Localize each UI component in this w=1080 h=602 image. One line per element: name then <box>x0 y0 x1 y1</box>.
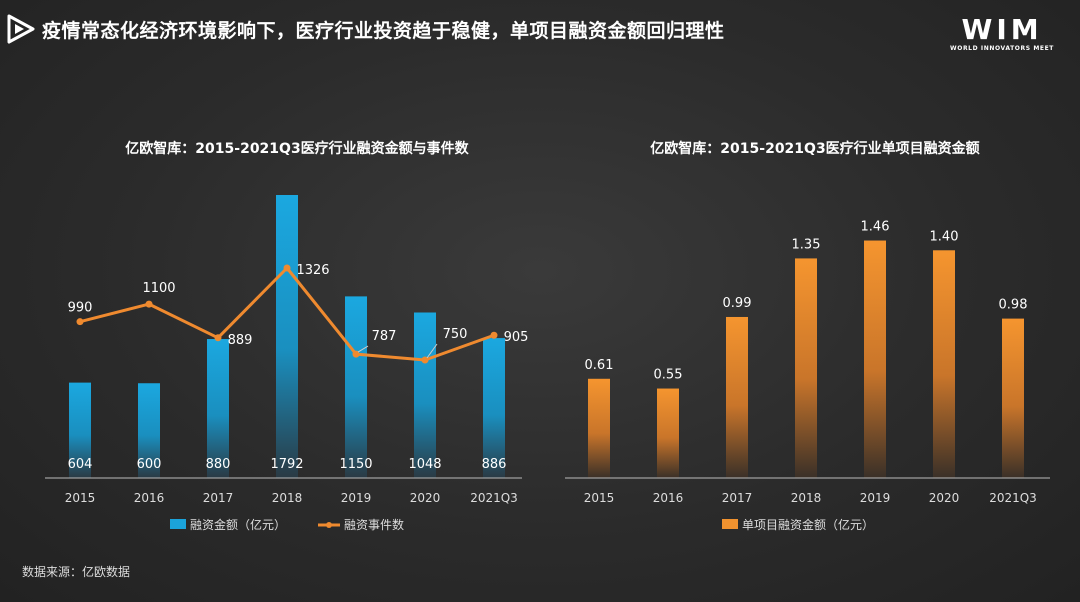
bar-2018 <box>276 195 298 478</box>
events-value-label: 1100 <box>142 281 175 296</box>
events-value-label: 889 <box>228 333 253 348</box>
bar-2021Q3 <box>1002 318 1024 478</box>
bar-value-label: 886 <box>482 457 507 472</box>
events-point <box>421 356 429 364</box>
x-tick-label: 2019 <box>341 491 372 505</box>
events-point <box>490 331 498 339</box>
x-tick-label: 2021Q3 <box>989 491 1037 505</box>
x-tick-label: 2019 <box>860 491 891 505</box>
x-tick-label: 2017 <box>722 491 753 505</box>
x-tick-label: 2018 <box>272 491 303 505</box>
brand-tagline: WORLD INNOVATORS MEET <box>950 45 1054 52</box>
x-tick-label: 2015 <box>584 491 615 505</box>
x-tick-label: 2015 <box>65 491 96 505</box>
bar-value-label: 0.98 <box>999 298 1028 313</box>
bar-value-label: 1.40 <box>930 229 959 244</box>
x-tick-label: 2021Q3 <box>470 491 518 505</box>
bar-2020 <box>933 250 955 478</box>
events-point <box>283 264 291 272</box>
x-tick-label: 2018 <box>791 491 822 505</box>
label-leader-line <box>357 345 369 353</box>
events-value-label: 750 <box>443 327 468 342</box>
bar-value-label: 0.99 <box>723 296 752 311</box>
bar-2016 <box>138 383 160 478</box>
bar-2016 <box>657 388 679 478</box>
bar-2019 <box>864 240 886 478</box>
bar-2017 <box>726 316 748 478</box>
bar-value-label: 1048 <box>408 457 441 472</box>
single-project-amount-chart: 亿欧智库：2015-2021Q3医疗行业单项目融资金额 0.61 0.55 0.99… <box>565 140 1050 532</box>
bar-2015 <box>588 378 610 478</box>
x-tick-label: 2016 <box>134 491 165 505</box>
legend-bar-swatch <box>170 519 186 529</box>
play-logo-icon <box>7 14 35 44</box>
events-point <box>76 318 84 326</box>
legend-bar-label: 单项目融资金额（亿元） <box>742 517 874 532</box>
legend-bar-label: 融资金额（亿元） <box>190 517 286 532</box>
x-tick-label: 2017 <box>203 491 234 505</box>
brand-name: WIM <box>961 13 1043 46</box>
chart-title: 亿欧智库：2015-2021Q3医疗行业单项目融资金额 <box>650 140 979 157</box>
bar-2015 <box>69 382 91 478</box>
bar-value-label: 600 <box>137 457 162 472</box>
page-title: 疫情常态化经济环境影响下，医疗行业投资趋于稳健，单项目融资金额回归理性 <box>42 20 725 42</box>
bar-value-label: 1.35 <box>792 237 821 252</box>
data-source-note: 数据来源：亿欧数据 <box>22 565 131 579</box>
events-value-label: 990 <box>68 301 93 316</box>
x-tick-label: 2020 <box>410 491 441 505</box>
legend-line-label: 融资事件数 <box>344 517 404 532</box>
bar-value-label: 0.61 <box>585 358 614 373</box>
bar-value-label: 1.46 <box>861 220 890 235</box>
legend-bar-swatch <box>722 519 738 529</box>
events-point <box>214 334 222 342</box>
events-value-label: 1326 <box>296 263 329 278</box>
bar-2018 <box>795 258 817 478</box>
bar-value-label: 880 <box>206 457 231 472</box>
legend: 单项目融资金额（亿元） <box>722 517 874 532</box>
events-point <box>145 300 153 308</box>
bar-2017 <box>207 339 229 478</box>
bar-value-label: 1792 <box>270 457 303 472</box>
label-leader-line <box>426 343 438 359</box>
bar-value-label: 1150 <box>339 457 372 472</box>
bar-2019 <box>345 296 367 478</box>
bar-value-label: 604 <box>68 457 93 472</box>
x-tick-label: 2016 <box>653 491 684 505</box>
events-value-label: 905 <box>504 330 529 345</box>
events-point <box>352 350 360 358</box>
bar-2021Q3 <box>483 338 505 478</box>
events-value-label: 787 <box>372 329 397 344</box>
x-tick-label: 2020 <box>929 491 960 505</box>
chart-title: 亿欧智库：2015-2021Q3医疗行业融资金额与事件数 <box>125 140 469 157</box>
legend: 融资金额（亿元） 融资事件数 <box>170 517 404 532</box>
funding-amount-events-chart: 亿欧智库：2015-2021Q3医疗行业融资金额与事件数 604 600 880 17… <box>45 140 529 532</box>
legend-line-marker <box>326 522 332 528</box>
bar-value-label: 0.55 <box>654 368 683 383</box>
brand-logo: WIM WORLD INNOVATORS MEET <box>950 16 1054 53</box>
